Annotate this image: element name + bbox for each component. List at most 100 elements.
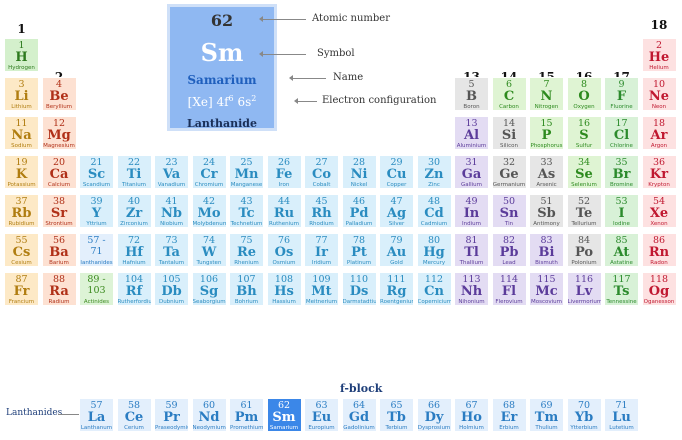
element-cell[interactable]: 31 Ga Gallium bbox=[454, 155, 489, 189]
element-cell[interactable]: 105 Db Dubnium bbox=[154, 272, 189, 306]
element-cell[interactable]: 85 At Astatine bbox=[604, 233, 639, 267]
element-cell[interactable]: 74 W Tungsten bbox=[191, 233, 227, 267]
element-cell[interactable]: 1 H Hydrogen bbox=[4, 38, 39, 72]
element-cell[interactable]: 56 Ba Barium bbox=[41, 233, 77, 267]
element-cell[interactable]: 44 Ru Ruthenium bbox=[266, 194, 302, 228]
element-cell[interactable]: 20 Ca Calcium bbox=[41, 155, 77, 189]
element-cell[interactable]: 11 Na Sodium bbox=[4, 116, 39, 150]
element-cell[interactable]: 86 Rn Radon bbox=[641, 233, 677, 267]
element-cell[interactable]: 22 Ti Titanium bbox=[116, 155, 152, 189]
element-cell[interactable]: 28 Ni Nickel bbox=[341, 155, 377, 189]
element-cell[interactable]: 13 Al Aluminium bbox=[454, 116, 489, 150]
element-cell[interactable]: 23 Va Vanadium bbox=[154, 155, 189, 189]
element-cell[interactable]: 113 Nh Nihonium bbox=[454, 272, 489, 306]
element-cell[interactable]: 57 La Lanthanum bbox=[79, 398, 114, 432]
element-cell[interactable]: 58 Ce Cerium bbox=[116, 398, 152, 432]
element-cell[interactable]: 6 C Carbon bbox=[491, 77, 527, 111]
element-cell[interactable]: 110DsDarmstadtium bbox=[341, 272, 377, 306]
element-cell[interactable]: 60 Nd Neodymium bbox=[191, 398, 227, 432]
element-cell[interactable]: 82 Pb Lead bbox=[491, 233, 527, 267]
element-cell[interactable]: 17 Cl Chlorine bbox=[604, 116, 639, 150]
element-cell[interactable]: 15 P Phosphorus bbox=[529, 116, 564, 150]
element-cell[interactable]: 111RgRoentgenium bbox=[379, 272, 414, 306]
element-cell[interactable]: 41 Nb Niobium bbox=[154, 194, 189, 228]
element-cell[interactable]: 78 Pt Platinum bbox=[341, 233, 377, 267]
element-cell[interactable]: 75 Re Rhenium bbox=[229, 233, 264, 267]
element-cell[interactable]: 106 Sg Seaborgium bbox=[191, 272, 227, 306]
element-cell[interactable]: 73 Ta Tantalum bbox=[154, 233, 189, 267]
element-cell[interactable]: 65 Tb Terbium bbox=[379, 398, 414, 432]
element-cell[interactable]: 49 In Indium bbox=[454, 194, 489, 228]
element-cell[interactable]: 69 Tm Thulium bbox=[529, 398, 564, 432]
element-cell[interactable]: 88 Ra Radium bbox=[41, 272, 77, 306]
element-cell[interactable]: 63 Eu Europium bbox=[304, 398, 339, 432]
element-cell[interactable]: 51 Sb Antimony bbox=[529, 194, 564, 228]
element-cell[interactable]: 72 Hf Hafnium bbox=[116, 233, 152, 267]
element-cell[interactable]: 8 O Oxygen bbox=[566, 77, 602, 111]
element-cell[interactable]: 84 Po Polonium bbox=[566, 233, 602, 267]
element-cell[interactable]: 57 - 71 lanthanides bbox=[79, 233, 114, 267]
element-cell[interactable]: 59PrPraseodymium bbox=[154, 398, 189, 432]
element-cell[interactable]: 47 Ag Silver bbox=[379, 194, 414, 228]
element-cell[interactable]: 87 Fr Francium bbox=[4, 272, 39, 306]
element-cell[interactable]: 71 Lu Lutetium bbox=[604, 398, 639, 432]
element-cell[interactable]: 70 Yb Ytterbium bbox=[566, 398, 602, 432]
element-cell[interactable]: 50 Sn Tin bbox=[491, 194, 527, 228]
element-cell[interactable]: 83 Bi Bismuth bbox=[529, 233, 564, 267]
element-cell[interactable]: 12 Mg Magnesium bbox=[41, 116, 77, 150]
element-cell[interactable]: 40 Zr Zirconium bbox=[116, 194, 152, 228]
element-cell[interactable]: 61 Pm Promethium bbox=[229, 398, 264, 432]
element-cell[interactable]: 35 Br Bromine bbox=[604, 155, 639, 189]
element-cell[interactable]: 18 Ar Argon bbox=[641, 116, 677, 150]
element-cell[interactable]: 81 Tl Thallium bbox=[454, 233, 489, 267]
element-cell[interactable]: 107 Bh Bohrium bbox=[229, 272, 264, 306]
element-cell[interactable]: 43 Tc Technetium bbox=[229, 194, 264, 228]
element-cell[interactable]: 45 Rh Rhodium bbox=[304, 194, 339, 228]
element-cell[interactable]: 10 Ne Neon bbox=[641, 77, 677, 111]
element-cell[interactable]: 76 Os Osmium bbox=[266, 233, 302, 267]
element-cell[interactable]: 115 Mc Moscovium bbox=[529, 272, 564, 306]
element-cell[interactable]: 66 Dy Dysprosium bbox=[416, 398, 452, 432]
element-cell[interactable]: 29 Cu Copper bbox=[379, 155, 414, 189]
element-cell[interactable]: 53 I Iodine bbox=[604, 194, 639, 228]
element-cell[interactable]: 7 N Nitrogen bbox=[529, 77, 564, 111]
element-cell[interactable]: 32 Ge Germanium bbox=[491, 155, 527, 189]
element-cell[interactable]: 26 Fe Iron bbox=[266, 155, 302, 189]
element-cell[interactable]: 109 Mt Meitnerium bbox=[304, 272, 339, 306]
element-cell[interactable]: 2 He Helium bbox=[641, 38, 677, 72]
element-cell[interactable]: 33 As Arsenic bbox=[529, 155, 564, 189]
element-cell[interactable]: 64 Gd Gadolinium bbox=[341, 398, 377, 432]
element-cell[interactable]: 34 Se Selenium bbox=[566, 155, 602, 189]
element-cell[interactable]: 118 Og Oganesson bbox=[641, 272, 677, 306]
element-cell[interactable]: 14 Si Silicon bbox=[491, 116, 527, 150]
element-cell[interactable]: 68 Er Erbium bbox=[491, 398, 527, 432]
element-cell[interactable]: 46 Pd Palladium bbox=[341, 194, 377, 228]
element-cell[interactable]: 67 Ho Holmium bbox=[454, 398, 489, 432]
element-cell[interactable]: 55 Cs Cesium bbox=[4, 233, 39, 267]
element-cell[interactable]: 19 K Potassium bbox=[4, 155, 39, 189]
element-cell[interactable]: 79 Au Gold bbox=[379, 233, 414, 267]
element-cell[interactable]: 117 Ts Tennessine bbox=[604, 272, 639, 306]
element-cell[interactable]: 37 Rb Rubidium bbox=[4, 194, 39, 228]
element-cell[interactable]: 77 Ir Iridium bbox=[304, 233, 339, 267]
element-cell[interactable]: 42 Mo Molybdenum bbox=[191, 194, 227, 228]
element-cell[interactable]: 114 Fl Flerovium bbox=[491, 272, 527, 306]
element-cell[interactable]: 54 Xe Xenon bbox=[641, 194, 677, 228]
element-cell[interactable]: 89 - 103 Actinides bbox=[79, 272, 114, 306]
element-cell[interactable]: 36 Kr Krypton bbox=[641, 155, 677, 189]
element-cell[interactable]: 52 Te Tellurium bbox=[566, 194, 602, 228]
element-cell[interactable]: 9 F Fluorine bbox=[604, 77, 639, 111]
element-cell[interactable]: 80 Hg Mercury bbox=[416, 233, 452, 267]
element-cell[interactable]: 108 Hs Hassium bbox=[266, 272, 302, 306]
element-cell[interactable]: 24 Cr Chromium bbox=[191, 155, 227, 189]
element-cell[interactable]: 48 Cd Cadmium bbox=[416, 194, 452, 228]
element-cell[interactable]: 5 B Boron bbox=[454, 77, 489, 111]
element-cell[interactable]: 3 Li Lithium bbox=[4, 77, 39, 111]
element-cell[interactable]: 38 Sr Strontium bbox=[41, 194, 77, 228]
element-cell[interactable]: 112 Cn Copernicium bbox=[416, 272, 452, 306]
element-cell[interactable]: 39 Y Yttrium bbox=[79, 194, 114, 228]
element-cell[interactable]: 27 Co Cobalt bbox=[304, 155, 339, 189]
element-cell[interactable]: 4 Be Beryllium bbox=[41, 77, 77, 111]
element-cell[interactable]: 16 S Sulfur bbox=[566, 116, 602, 150]
element-cell[interactable]: 116 Lv Livermorium bbox=[566, 272, 602, 306]
